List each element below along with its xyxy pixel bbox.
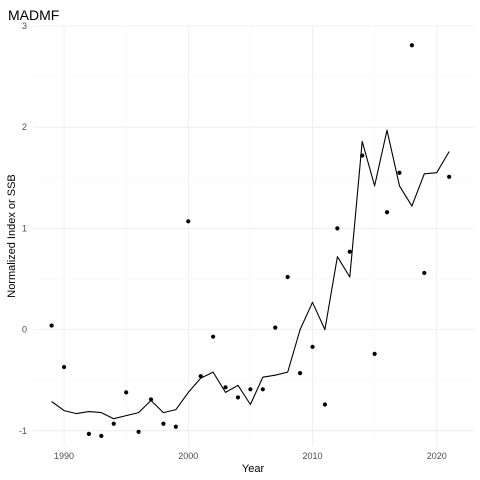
index-point xyxy=(235,395,241,400)
index-point xyxy=(173,424,178,429)
grid xyxy=(33,25,474,446)
y-tick-label: -1 xyxy=(19,426,27,436)
index-point xyxy=(260,387,265,392)
index-point xyxy=(273,325,278,330)
y-tick-label: 3 xyxy=(22,21,27,31)
x-tick-labels: 1990 2000 2010 2020 xyxy=(54,451,447,461)
index-point xyxy=(297,371,303,376)
chart-title: MADMF xyxy=(8,7,59,23)
x-tick-label: 2020 xyxy=(427,451,447,461)
index-point xyxy=(61,364,67,370)
index-point xyxy=(372,351,377,357)
index-point xyxy=(86,431,92,436)
index-point xyxy=(124,390,129,395)
index-points-layer xyxy=(49,43,452,438)
y-tick-label: 0 xyxy=(22,325,27,335)
index-point xyxy=(148,397,154,402)
index-point xyxy=(248,387,253,392)
index-point xyxy=(360,153,365,158)
y-tick-label: 2 xyxy=(22,122,27,132)
index-point xyxy=(186,219,191,224)
index-point xyxy=(397,170,402,175)
x-axis-label: Year xyxy=(242,463,265,475)
index-point xyxy=(49,323,54,328)
y-tick-labels: -1 0 1 2 3 xyxy=(19,21,27,436)
x-tick-label: 1990 xyxy=(54,451,74,461)
index-point xyxy=(335,226,340,231)
index-point xyxy=(384,210,390,215)
index-point xyxy=(161,421,166,426)
x-tick-label: 2010 xyxy=(302,451,322,461)
index-point xyxy=(285,274,290,280)
index-point xyxy=(99,433,104,438)
index-point xyxy=(322,402,328,407)
index-point xyxy=(409,43,414,48)
index-point xyxy=(111,421,116,426)
index-point xyxy=(136,429,141,434)
index-point xyxy=(447,174,452,179)
index-point xyxy=(422,270,427,276)
ssb-line-layer xyxy=(51,129,450,420)
x-tick-label: 2000 xyxy=(178,451,198,461)
index-point xyxy=(310,344,315,349)
index-point xyxy=(211,334,216,339)
ssb-series-line xyxy=(51,129,450,420)
index-point xyxy=(223,385,228,390)
index-point xyxy=(198,374,203,379)
index-point xyxy=(347,249,352,254)
y-axis-label: Normalized Index or SSB xyxy=(6,174,18,298)
y-tick-label: 1 xyxy=(22,223,27,233)
